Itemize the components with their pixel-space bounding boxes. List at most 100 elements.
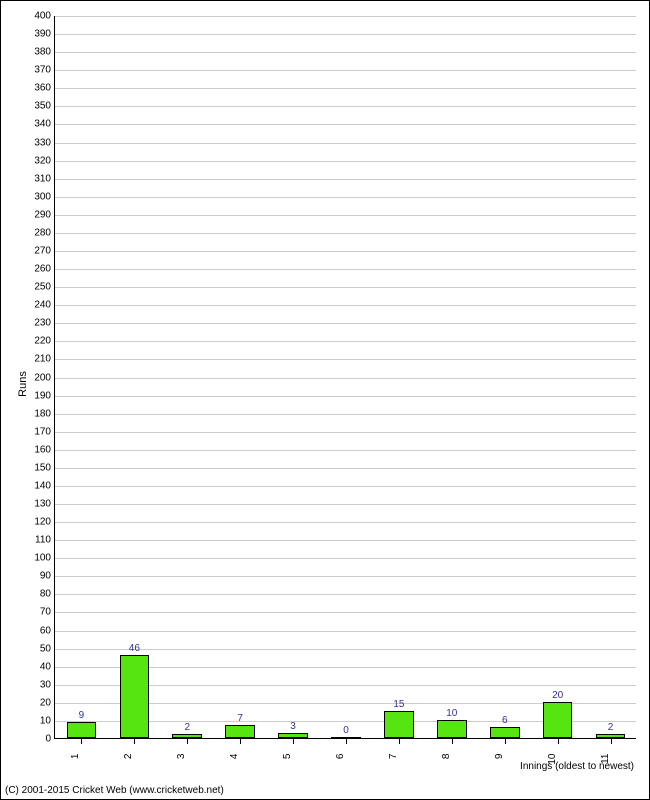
grid-line bbox=[55, 450, 636, 451]
grid-line bbox=[55, 468, 636, 469]
x-tick bbox=[505, 739, 506, 744]
y-tick-label: 300 bbox=[34, 191, 55, 202]
y-tick-label: 260 bbox=[34, 264, 55, 275]
y-tick-label: 80 bbox=[40, 589, 55, 600]
grid-line bbox=[55, 305, 636, 306]
grid-line bbox=[55, 359, 636, 360]
x-tick bbox=[452, 739, 453, 744]
y-tick-label: 0 bbox=[45, 734, 55, 745]
grid-line bbox=[55, 16, 636, 17]
grid-line bbox=[55, 576, 636, 577]
bar-value-label: 6 bbox=[502, 715, 508, 728]
bar: 10 bbox=[437, 720, 467, 738]
x-tick-label: 3 bbox=[174, 754, 187, 760]
bar: 3 bbox=[278, 733, 308, 738]
y-tick-label: 40 bbox=[40, 661, 55, 672]
bar-value-label: 46 bbox=[129, 643, 140, 656]
y-tick-label: 270 bbox=[34, 245, 55, 256]
x-tick bbox=[611, 739, 612, 744]
bar: 0 bbox=[331, 737, 361, 738]
y-tick-label: 100 bbox=[34, 553, 55, 564]
y-tick-label: 240 bbox=[34, 300, 55, 311]
bar: 9 bbox=[67, 722, 97, 738]
x-tick bbox=[187, 739, 188, 744]
x-tick bbox=[293, 739, 294, 744]
y-tick-label: 70 bbox=[40, 607, 55, 618]
grid-line bbox=[55, 143, 636, 144]
grid-line bbox=[55, 251, 636, 252]
y-tick-label: 60 bbox=[40, 625, 55, 636]
x-tick-label: 5 bbox=[280, 754, 293, 760]
x-tick bbox=[134, 739, 135, 744]
grid-line bbox=[55, 341, 636, 342]
y-tick-label: 90 bbox=[40, 571, 55, 582]
y-tick-label: 170 bbox=[34, 426, 55, 437]
bar-value-label: 10 bbox=[446, 708, 457, 721]
x-tick bbox=[558, 739, 559, 744]
grid-line bbox=[55, 215, 636, 216]
y-tick-label: 340 bbox=[34, 119, 55, 130]
chart-frame: 0102030405060708090100110120130140150160… bbox=[0, 0, 650, 800]
grid-line bbox=[55, 287, 636, 288]
y-tick-label: 30 bbox=[40, 679, 55, 690]
grid-line bbox=[55, 486, 636, 487]
x-tick-label: 4 bbox=[227, 754, 240, 760]
copyright-text: (C) 2001-2015 Cricket Web (www.cricketwe… bbox=[5, 785, 224, 796]
bar: 2 bbox=[172, 734, 202, 738]
grid-line bbox=[55, 197, 636, 198]
bar-value-label: 7 bbox=[237, 713, 243, 726]
y-tick-label: 190 bbox=[34, 390, 55, 401]
grid-line bbox=[55, 504, 636, 505]
y-tick-label: 150 bbox=[34, 462, 55, 473]
y-tick-label: 290 bbox=[34, 209, 55, 220]
y-tick-label: 10 bbox=[40, 715, 55, 726]
y-tick-label: 120 bbox=[34, 517, 55, 528]
x-tick-label: 2 bbox=[121, 754, 134, 760]
y-tick-label: 280 bbox=[34, 227, 55, 238]
bar-value-label: 9 bbox=[79, 710, 85, 723]
grid-line bbox=[55, 323, 636, 324]
grid-line bbox=[55, 124, 636, 125]
y-tick-label: 110 bbox=[35, 535, 55, 546]
bar: 2 bbox=[596, 734, 626, 738]
bar: 15 bbox=[384, 711, 414, 738]
y-tick-label: 160 bbox=[34, 444, 55, 455]
grid-line bbox=[55, 432, 636, 433]
y-tick-label: 370 bbox=[34, 65, 55, 76]
y-tick-label: 310 bbox=[34, 173, 55, 184]
bar-value-label: 20 bbox=[552, 690, 563, 703]
grid-line bbox=[55, 179, 636, 180]
x-tick-label: 6 bbox=[333, 754, 346, 760]
grid-line bbox=[55, 612, 636, 613]
y-tick-label: 20 bbox=[40, 697, 55, 708]
x-axis-title: Innings (oldest to newest) bbox=[520, 761, 634, 772]
y-tick-label: 350 bbox=[34, 101, 55, 112]
grid-line bbox=[55, 522, 636, 523]
y-tick-label: 400 bbox=[34, 11, 55, 22]
bar-value-label: 2 bbox=[184, 722, 190, 735]
plot-area: 0102030405060708090100110120130140150160… bbox=[54, 16, 636, 739]
y-tick-label: 390 bbox=[34, 29, 55, 40]
grid-line bbox=[55, 378, 636, 379]
grid-line bbox=[55, 70, 636, 71]
grid-line bbox=[55, 414, 636, 415]
grid-line bbox=[55, 106, 636, 107]
x-tick-label: 9 bbox=[492, 754, 505, 760]
y-tick-label: 210 bbox=[34, 354, 55, 365]
x-tick bbox=[81, 739, 82, 744]
grid-line bbox=[55, 269, 636, 270]
bar-value-label: 3 bbox=[290, 721, 296, 734]
y-tick-label: 140 bbox=[34, 480, 55, 491]
bar: 7 bbox=[225, 725, 255, 738]
y-tick-label: 320 bbox=[34, 155, 55, 166]
grid-line bbox=[55, 594, 636, 595]
y-tick-label: 180 bbox=[34, 408, 55, 419]
y-tick-label: 130 bbox=[34, 499, 55, 510]
grid-line bbox=[55, 396, 636, 397]
grid-line bbox=[55, 88, 636, 89]
grid-line bbox=[55, 52, 636, 53]
bar-value-label: 2 bbox=[608, 722, 614, 735]
grid-line bbox=[55, 233, 636, 234]
y-tick-label: 200 bbox=[34, 372, 55, 383]
bar: 20 bbox=[543, 702, 573, 738]
